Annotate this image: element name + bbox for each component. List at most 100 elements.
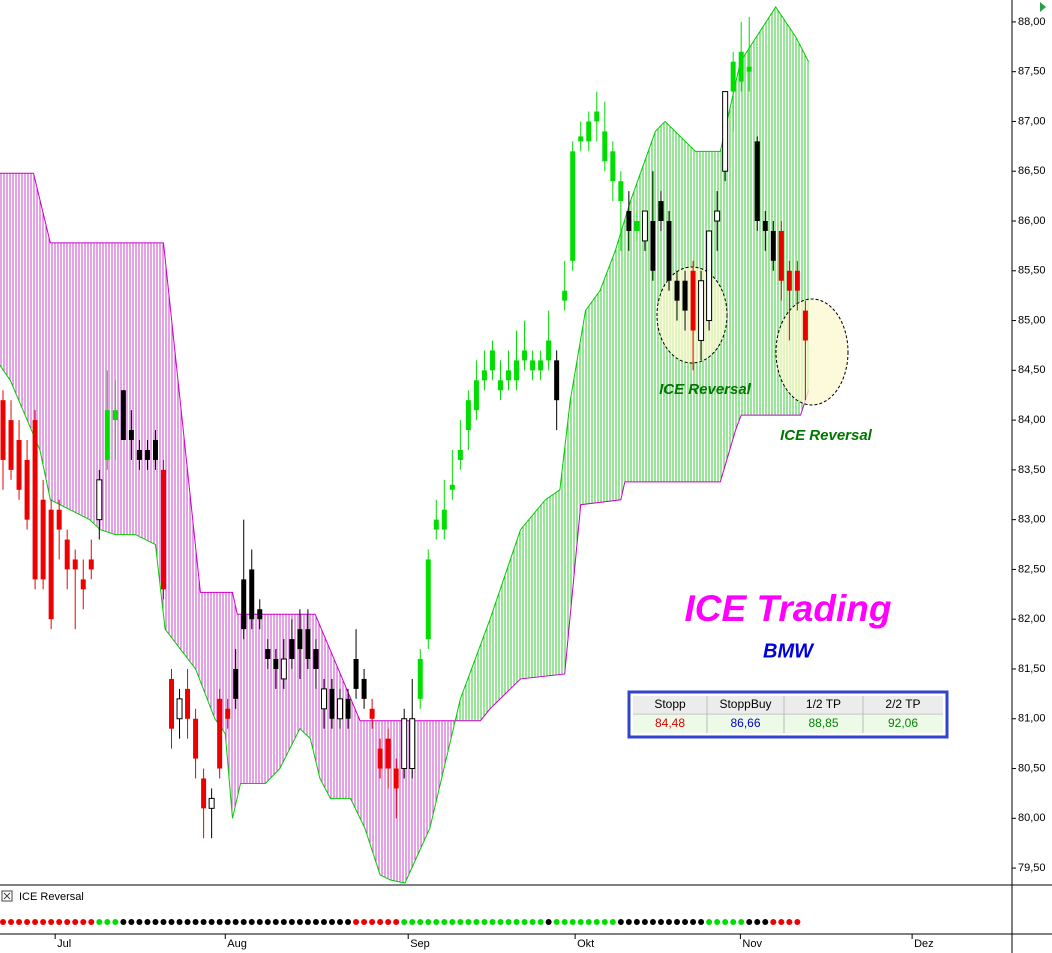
candle-body	[24, 459, 30, 520]
table-header: 2/2 TP	[885, 697, 920, 711]
candle-body	[320, 688, 327, 710]
candle-body	[377, 748, 383, 769]
signal-dot	[288, 919, 295, 925]
candle-body	[208, 797, 215, 809]
signal-dot	[706, 919, 713, 925]
signal-dot	[64, 919, 71, 925]
signal-dot	[176, 919, 183, 925]
signal-dot	[786, 919, 793, 925]
x-tick-label: Dez	[914, 938, 934, 950]
candle-body	[497, 380, 503, 391]
signal-dot	[369, 919, 376, 925]
signal-dot	[609, 919, 616, 925]
candle-body	[738, 51, 744, 82]
candle-body	[233, 668, 239, 699]
signal-dot	[425, 919, 432, 925]
y-tick-label: 87,00	[1018, 115, 1046, 127]
table-header: 1/2 TP	[806, 697, 841, 711]
signal-dot	[698, 919, 705, 925]
signal-dot	[184, 919, 191, 925]
candle-body	[56, 509, 62, 530]
signal-dot	[272, 919, 279, 925]
candle-body	[329, 688, 335, 719]
candle-body	[457, 449, 463, 460]
signal-dot	[56, 919, 63, 925]
candle-body	[762, 221, 768, 231]
candle-body	[666, 221, 672, 281]
candle-body	[136, 449, 142, 460]
candle-body	[618, 181, 624, 202]
candles-highlighted	[650, 16, 808, 401]
indicator-close-icon	[3, 892, 11, 900]
y-tick-label: 87,50	[1018, 66, 1046, 78]
signal-dot	[264, 919, 271, 925]
cloud	[0, 6, 810, 884]
candle-body	[169, 678, 175, 729]
candle-body	[201, 778, 207, 809]
signal-dot	[513, 919, 520, 925]
candle-body	[650, 221, 656, 271]
candle-body	[522, 350, 528, 361]
candle-body	[104, 410, 110, 460]
signal-dot	[337, 919, 344, 925]
candle-body	[128, 430, 134, 441]
signal-dot	[409, 919, 416, 925]
signal-dot	[754, 919, 761, 925]
signal-dot	[617, 919, 624, 925]
signal-dot	[417, 919, 424, 925]
signal-dot	[96, 919, 103, 925]
signal-dot	[80, 919, 87, 925]
candle-body	[610, 151, 616, 182]
candle-body	[48, 509, 54, 620]
chart-subtitle: BMW	[763, 640, 815, 662]
signal-dot	[72, 919, 79, 925]
highlight-ellipse	[775, 298, 849, 406]
signal-dot	[104, 919, 111, 925]
candle-body	[674, 280, 680, 301]
candle-body	[658, 201, 664, 222]
x-tick-label: Jul	[57, 938, 71, 950]
candle-body	[473, 380, 479, 411]
signal-dot	[674, 919, 681, 925]
signal-dot	[328, 919, 335, 925]
signal-dot	[232, 919, 239, 925]
signal-dot	[722, 919, 729, 925]
x-tick-label: Nov	[742, 938, 762, 950]
signal-dot	[553, 919, 560, 925]
signal-dot	[32, 919, 39, 925]
signal-dot	[457, 919, 464, 925]
candle-body	[634, 221, 640, 231]
x-tick-label: Sep	[410, 938, 430, 950]
span-a-line	[0, 6, 810, 884]
signal-dot	[545, 919, 552, 925]
signal-dot	[489, 919, 496, 925]
candle-body	[626, 211, 632, 231]
candle-body	[217, 698, 223, 769]
signal-dot	[657, 919, 664, 925]
candle-body	[641, 210, 648, 242]
signal-dot	[24, 919, 31, 925]
candle-body	[682, 280, 688, 311]
candle-body	[425, 559, 431, 640]
annotation: ICE Reversal	[659, 381, 752, 398]
y-tick-label: 84,50	[1018, 364, 1046, 376]
candle-body	[337, 698, 344, 720]
candle-body	[698, 280, 705, 341]
signal-dot	[730, 919, 737, 925]
candle-body	[433, 519, 439, 530]
candle-body	[546, 340, 552, 361]
candle-body	[257, 609, 263, 620]
y-tick-label: 81,50	[1018, 663, 1046, 675]
signal-dot	[473, 919, 480, 925]
signal-dot	[441, 919, 448, 925]
span-b-line	[0, 172, 810, 722]
candle-body	[778, 230, 784, 281]
candle-body	[570, 151, 576, 261]
candle-body	[64, 539, 70, 570]
candle-body	[361, 678, 367, 699]
cloud-fill-bearish	[0, 6, 809, 884]
signal-dot	[393, 919, 400, 925]
signal-dot	[585, 919, 592, 925]
table-header-bg	[633, 696, 943, 713]
signal-dot	[224, 919, 231, 925]
